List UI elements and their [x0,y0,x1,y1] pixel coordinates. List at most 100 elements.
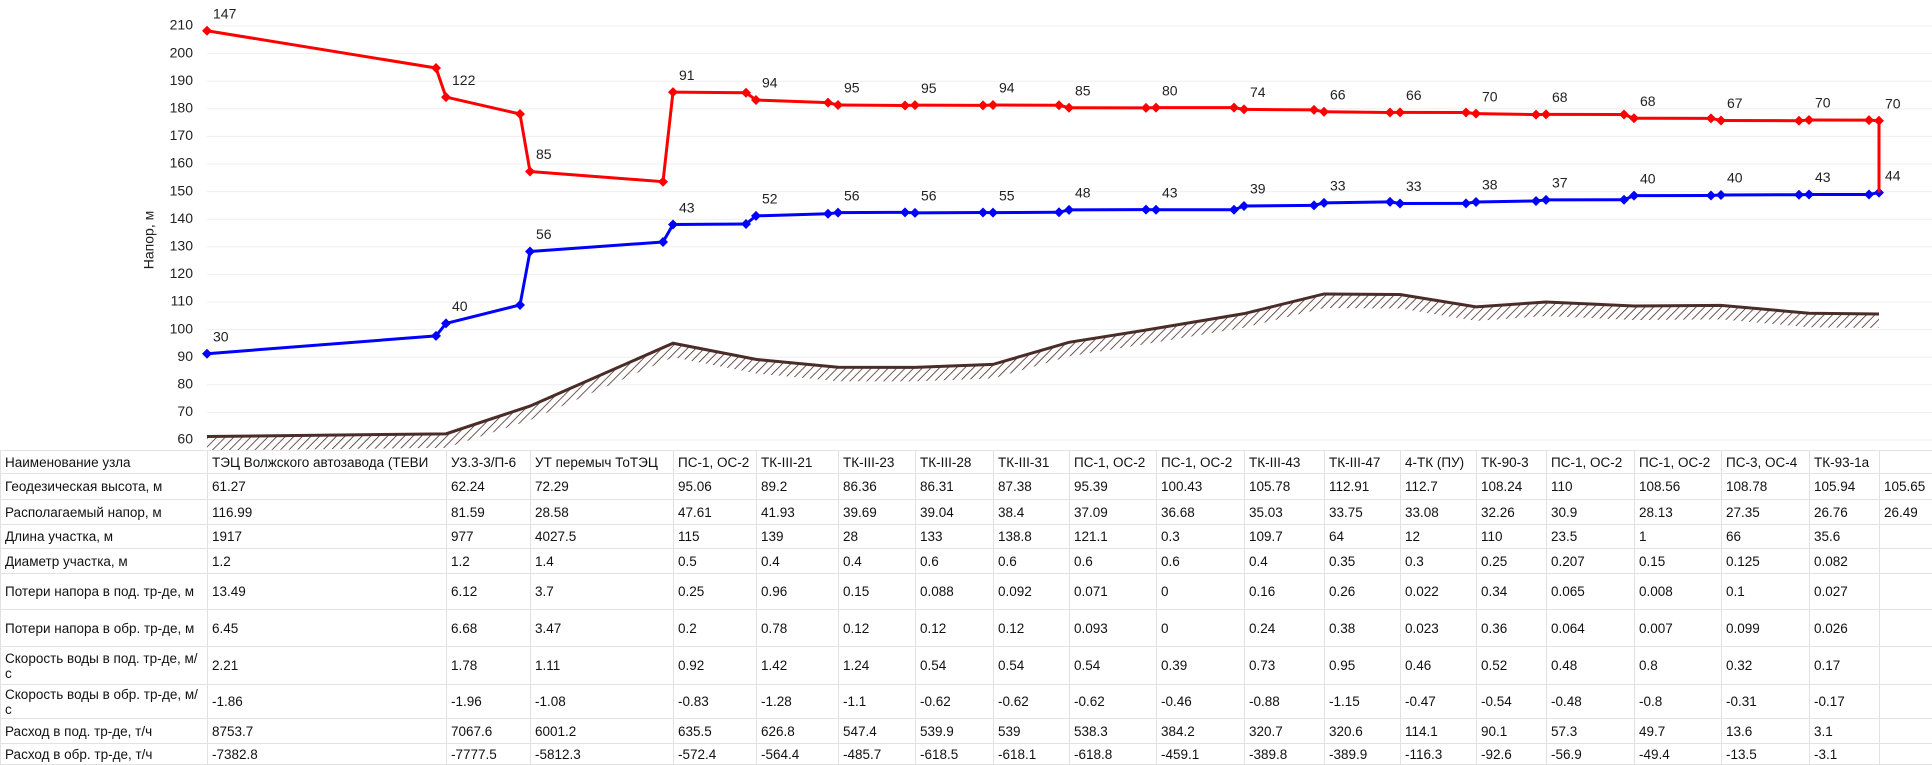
table-cell: 95.06 [674,474,757,500]
table-cell: 2.21 [208,647,447,685]
table-cell: 6.12 [447,574,531,610]
row-header: Потери напора в обр. тр-де, м [1,610,208,647]
table-cell: -459.1 [1157,744,1245,765]
table-cell: 0.022 [1401,574,1477,610]
table-cell: 0.007 [1635,610,1722,647]
pressure-label: 30 [213,328,229,344]
y-tick-label: 180 [170,100,194,116]
table-cell: -0.54 [1477,685,1547,719]
y-tick-label: 110 [171,293,194,309]
table-cell: 61.27 [208,474,447,500]
table-cell: 8753.7 [208,719,447,744]
head-line [756,100,828,103]
table-cell: 320.6 [1325,719,1401,744]
pressure-label: 56 [536,226,552,242]
table-cell: 0.3 [1157,525,1245,549]
table-cell: 0.1 [1722,574,1810,610]
pressure-label: 122 [452,72,476,88]
table-cell: 0.46 [1401,647,1477,685]
table-cell: 3.7 [531,574,674,610]
table-cell: 36.68 [1157,500,1245,525]
table-cell: 0.24 [1245,610,1325,647]
table-cell: 0.15 [1635,549,1722,574]
table-cell: 0 [1157,610,1245,647]
table-cell: -485.7 [839,744,916,765]
table-cell: -1.08 [531,685,674,719]
table-cell: 1.11 [531,647,674,685]
pressure-label: 43 [679,199,695,215]
y-tick-label: 120 [170,265,194,281]
node-name: ТК-III-21 [757,451,839,474]
table-cell: -0.83 [674,685,757,719]
row-header: Скорость воды в обр. тр-де, м/с [1,685,208,719]
pressure-label: 55 [999,187,1015,203]
table-cell: 87.38 [994,474,1070,500]
table-cell: 13.6 [1722,719,1810,744]
table-cell: 0.95 [1325,647,1401,685]
table-cell: 538.3 [1070,719,1157,744]
pressure-label: 56 [844,187,860,203]
table-cell [1880,549,1932,574]
pressure-label: 33 [1330,178,1346,194]
pressure-label: 56 [921,188,937,204]
table-cell: 100.43 [1157,474,1245,500]
table-cell: 0.092 [994,574,1070,610]
y-tick-label: 210 [170,17,194,33]
table-cell: 62.24 [447,474,531,500]
pressure-label: 67 [1727,95,1743,111]
row-header: Наименование узла [1,451,208,474]
table-cell: 13.49 [208,574,447,610]
table-cell: 105.78 [1245,474,1325,500]
node-name: 4-ТК (ПУ) [1401,451,1477,474]
node-name: УТ перемыч ТоТЭЦ [531,451,674,474]
table-cell: 0.25 [1477,549,1547,574]
table-cell: 0.54 [994,647,1070,685]
y-tick-label: 100 [170,320,194,336]
table-cell: 35.03 [1245,500,1325,525]
table-cell: 86.36 [839,474,916,500]
table-cell: 72.29 [531,474,674,500]
head-line [520,252,530,305]
table-cell: 110 [1477,525,1547,549]
table-cell: 0.34 [1477,574,1547,610]
table-cell: 0.6 [994,549,1070,574]
node-name: ПС-1, ОС-2 [674,451,757,474]
table-cell: 0.17 [1810,647,1880,685]
table-cell: -92.6 [1477,744,1547,765]
table-cell: -618.1 [994,744,1070,765]
table-cell: 977 [447,525,531,549]
node-name: УЗ.3-3/П-6 [447,451,531,474]
table-cell: -0.62 [994,685,1070,719]
table-cell: 110 [1547,474,1635,500]
table-cell: 112.7 [1401,474,1477,500]
y-tick-label: 60 [177,431,193,447]
table-cell: 95.39 [1070,474,1157,500]
table-cell: 105.65 [1880,474,1932,500]
table-cell: 0.12 [994,610,1070,647]
table-cell: 0.2 [674,610,757,647]
table-cell: 39.69 [839,500,916,525]
pressure-label: 40 [1727,170,1743,186]
table-cell: 89.2 [757,474,839,500]
pressure-label: 39 [1250,181,1266,197]
table-cell: 0.15 [839,574,916,610]
node-name: ТК-III-23 [839,451,916,474]
node-name: ТК-III-28 [916,451,994,474]
head-line [756,214,828,216]
table-cell: 64 [1325,525,1401,549]
pressure-label: 48 [1075,185,1091,201]
head-line [1476,114,1536,115]
table-cell: 384.2 [1157,719,1245,744]
node-name: ПС-3, ОС-4 [1722,451,1810,474]
table-cell: 0.207 [1547,549,1635,574]
table-cell: 32.26 [1477,500,1547,525]
table-cell: 39.04 [916,500,994,525]
table-cell: 0 [1157,574,1245,610]
table-cell: 0.16 [1245,574,1325,610]
node-name: ПС-1, ОС-2 [1157,451,1245,474]
table-cell: 33.75 [1325,500,1401,525]
table-cell: -1.15 [1325,685,1401,719]
table-cell: 115 [674,525,757,549]
